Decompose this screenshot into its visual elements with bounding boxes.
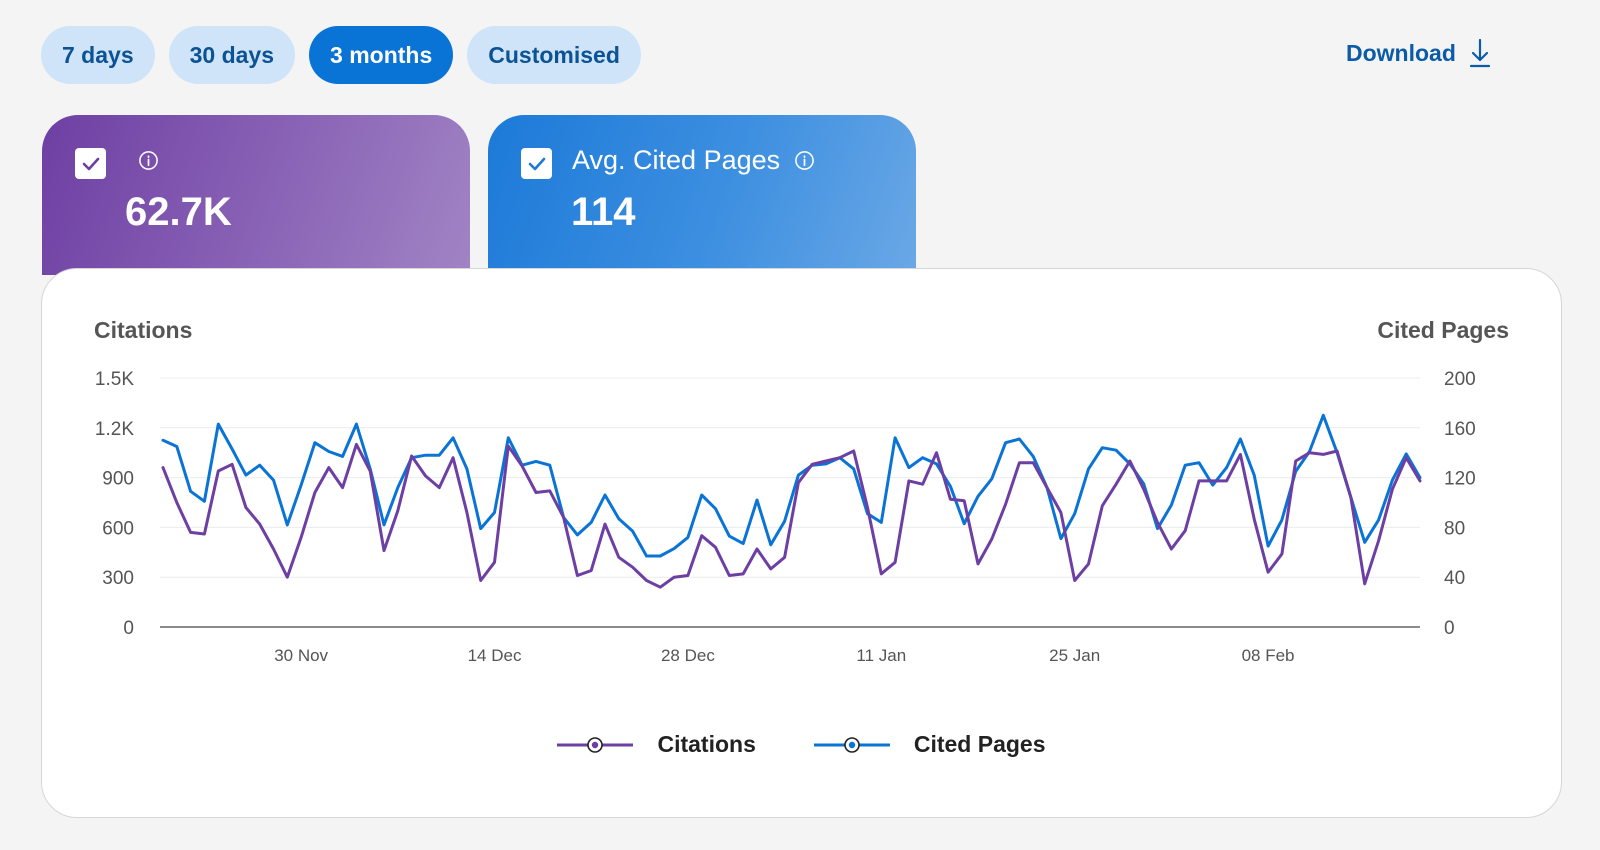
right-tick-label: 120 [1444, 469, 1476, 490]
citations-series-line [161, 442, 1422, 589]
right-tick-label: 200 [1444, 369, 1476, 390]
left-tick-label: 600 [102, 518, 134, 539]
citations-value: 62.7K [125, 190, 232, 234]
legend-cited-pages-label: Cited Pages [913, 731, 1046, 757]
check-icon [82, 157, 99, 170]
cited-pages-checkbox[interactable] [521, 148, 552, 179]
legend-citations[interactable]: Citations [557, 731, 756, 758]
citations-label [138, 150, 159, 176]
right-tick-label: 160 [1444, 419, 1476, 440]
x-tick-label: 08 Feb [1242, 646, 1295, 665]
check-icon [528, 157, 545, 170]
legend-citations-marker [557, 736, 634, 753]
info-icon[interactable] [794, 150, 815, 171]
left-tick-label: 300 [102, 568, 134, 589]
x-tick-label: 14 Dec [468, 646, 522, 665]
range-30-days-button[interactable]: 30 days [168, 26, 296, 84]
download-button[interactable]: Download [1346, 38, 1492, 68]
left-tick-label: 0 [123, 618, 134, 639]
cited-pages-value: 114 [571, 190, 636, 234]
cited-pages-series-line [161, 413, 1422, 558]
info-icon[interactable] [138, 150, 159, 171]
citations-card[interactable]: 62.7K [42, 115, 470, 275]
range-customised-button[interactable]: Customised [467, 26, 641, 84]
left-tick-label: 1.5K [95, 369, 134, 390]
download-label: Download [1346, 39, 1456, 66]
x-tick-label: 30 Nov [274, 646, 328, 665]
legend-citations-label: Citations [657, 731, 756, 757]
right-axis-title: Cited Pages [1377, 317, 1509, 343]
right-tick-label: 80 [1444, 518, 1465, 539]
cited-pages-card[interactable]: Avg. Cited Pages 114 [488, 115, 916, 275]
right-tick-label: 0 [1444, 618, 1455, 639]
cited-pages-label: Avg. Cited Pages [572, 145, 815, 176]
left-tick-label: 900 [102, 469, 134, 490]
right-tick-label: 40 [1444, 568, 1465, 589]
legend-cited-pages-marker [813, 736, 890, 753]
x-tick-label: 11 Jan [856, 646, 906, 665]
citations-checkbox[interactable] [75, 148, 106, 179]
left-axis-title: Citations [94, 317, 193, 343]
legend-cited-pages[interactable]: Cited Pages [813, 731, 1046, 758]
line-chart: 0 0 300 40 600 80 900 120 1.2K 160 1.5K 200 30 Nov 14… [95, 369, 1476, 665]
range-7-days-button[interactable]: 7 days [41, 26, 155, 84]
x-tick-label: 28 Dec [661, 646, 715, 665]
chart-panel: Citations Cited Pages 0 0 300 40 600 80 900 120… [41, 268, 1562, 818]
download-icon [1469, 38, 1490, 68]
date-range-selector: 7 days 30 days 3 months Customised [41, 26, 641, 84]
x-tick-label: 25 Jan [1049, 646, 1100, 665]
range-3-months-button[interactable]: 3 months [309, 26, 454, 84]
chart-legend: Citations Cited Pages [42, 731, 1561, 758]
left-tick-label: 1.2K [95, 419, 134, 440]
